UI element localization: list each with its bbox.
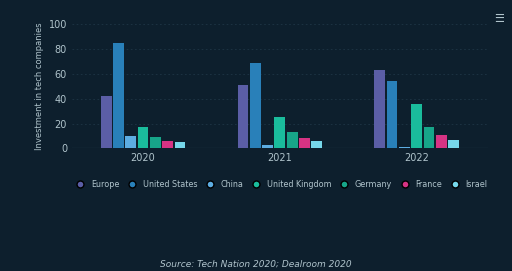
Bar — [423, 127, 435, 148]
Bar — [101, 96, 112, 148]
Bar — [175, 142, 185, 148]
Bar — [138, 127, 148, 148]
Bar — [387, 81, 397, 148]
Bar — [262, 144, 273, 148]
Bar — [299, 138, 310, 148]
Bar — [125, 136, 136, 148]
Text: Source: Tech Nation 2020; Dealroom 2020: Source: Tech Nation 2020; Dealroom 2020 — [160, 259, 352, 268]
Bar — [238, 85, 248, 148]
Bar — [287, 132, 297, 148]
Bar — [162, 141, 173, 148]
Bar — [274, 117, 285, 148]
Text: ☰: ☰ — [494, 14, 504, 24]
Bar — [311, 141, 322, 148]
Bar — [113, 43, 124, 148]
Bar — [436, 135, 447, 148]
Bar — [399, 147, 410, 148]
Legend: Europe, United States, China, United Kingdom, Germany, France, Israel: Europe, United States, China, United Kin… — [72, 180, 487, 189]
Y-axis label: Investment in tech companies: Investment in tech companies — [35, 22, 45, 150]
Bar — [448, 140, 459, 148]
Bar — [374, 70, 385, 148]
Bar — [150, 137, 161, 148]
Bar — [250, 63, 261, 148]
Bar — [411, 104, 422, 148]
